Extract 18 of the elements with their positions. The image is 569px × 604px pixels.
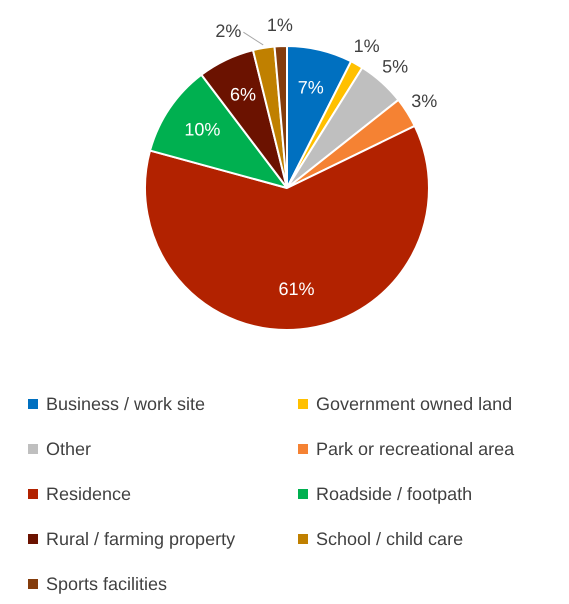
legend-label: Sports facilities bbox=[45, 572, 168, 596]
data-label: 5% bbox=[382, 56, 408, 76]
data-label: 61% bbox=[278, 278, 314, 299]
legend-label: Other bbox=[45, 438, 92, 460]
legend-label: Business / work site bbox=[45, 392, 206, 416]
data-label: 1% bbox=[266, 15, 293, 36]
data-label: 3% bbox=[411, 90, 438, 111]
legend-label: Government owned land bbox=[315, 392, 514, 416]
data-label: 2% bbox=[215, 21, 242, 42]
data-label: 6% bbox=[230, 84, 256, 105]
legend-label: Roadside / footpath bbox=[315, 482, 474, 506]
legend-label: Park or recreational area bbox=[315, 438, 516, 460]
data-label: 7% bbox=[298, 78, 324, 98]
legend-label: Rural / farming property bbox=[45, 528, 236, 551]
legend-label: School / child care bbox=[315, 528, 464, 550]
legend-label: Residence bbox=[45, 482, 132, 506]
data-label: 1% bbox=[354, 36, 380, 56]
data-label: 10% bbox=[184, 120, 220, 140]
